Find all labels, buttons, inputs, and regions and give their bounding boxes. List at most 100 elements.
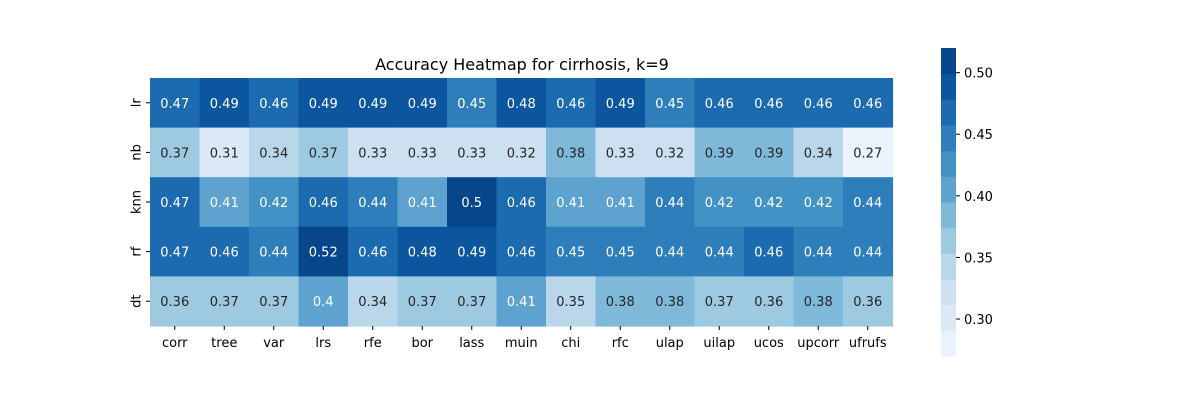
cell-value-label: 0.46 (358, 246, 387, 261)
heatmap-cell-nb-rfc (595, 127, 646, 178)
cell-value-label: 0.27 (853, 146, 882, 161)
colorbar-segment (941, 125, 956, 152)
colorbar-segment (941, 330, 956, 357)
cell-value-label: 0.49 (210, 97, 239, 112)
cell-value-label: 0.32 (655, 146, 684, 161)
x-tick-label: tree (211, 336, 237, 351)
cell-value-label: 0.49 (408, 97, 437, 112)
heatmap-cell-dt-corr (150, 276, 201, 327)
x-tick-label: ucos (754, 336, 784, 351)
cell-value-label: 0.46 (259, 97, 288, 112)
cell-value-label: 0.38 (606, 295, 635, 310)
cell-value-label: 0.32 (507, 146, 536, 161)
heatmap-cell-nb-muin (496, 127, 547, 178)
heatmap-cell-lr-ucos (744, 78, 795, 129)
cell-value-label: 0.42 (754, 196, 783, 211)
heatmap-cell-lr-ufrufs (843, 78, 894, 129)
heatmap-cell-nb-lass (447, 127, 498, 178)
colorbar-segment (941, 176, 956, 203)
cell-value-label: 0.44 (853, 246, 882, 261)
colorbar: 0.30 0.35 0.40 0.45 0.50 (941, 48, 993, 357)
heatmap-cell-knn-ulap (645, 177, 696, 228)
cell-value-label: 0.37 (457, 295, 486, 310)
cell-value-label: 0.45 (556, 246, 585, 261)
cell-value-label: 0.44 (804, 246, 833, 261)
cell-value-label: 0.41 (556, 196, 585, 211)
heatmap-cell-lr-bor (397, 78, 448, 129)
x-tick-label: lrs (315, 336, 331, 351)
x-tick-label: muin (505, 336, 538, 351)
heatmap-cell-rf-ufrufs (843, 226, 894, 277)
heatmap-cell-lr-rfc (595, 78, 646, 129)
cell-value-label: 0.38 (556, 146, 585, 161)
heatmap-cell-nb-ucos (744, 127, 795, 178)
heatmap-cell-knn-tree (199, 177, 250, 228)
x-tick-label: rfe (364, 336, 382, 351)
cell-value-label: 0.46 (556, 97, 585, 112)
y-tick-label: dt (130, 295, 145, 308)
heatmap-cell-knn-upcorr (793, 177, 844, 228)
heatmap-cell-lr-corr (150, 78, 201, 129)
heatmap-cell-nb-corr (150, 127, 201, 178)
x-tick-label: chi (561, 336, 580, 351)
cell-value-label: 0.44 (259, 246, 288, 261)
heatmap-cell-dt-rfc (595, 276, 646, 327)
heatmap-cell-rf-uilap (694, 226, 745, 277)
heatmap-cell-knn-rfc (595, 177, 646, 228)
cell-value-label: 0.44 (358, 196, 387, 211)
colorbar-segment (941, 48, 956, 75)
colorbar-tick-label: 0.50 (964, 67, 993, 82)
cell-value-label: 0.46 (804, 97, 833, 112)
cell-value-label: 0.46 (507, 246, 536, 261)
colorbar-tick-label: 0.30 (964, 313, 993, 328)
heatmap-cell-knn-ufrufs (843, 177, 894, 228)
heatmap-cell-knn-rfe (348, 177, 399, 228)
cell-value-label: 0.46 (853, 97, 882, 112)
heatmap-cell-knn-uilap (694, 177, 745, 228)
cell-value-label: 0.41 (210, 196, 239, 211)
colorbar-tick-label: 0.35 (964, 251, 993, 266)
colorbar-segment (941, 227, 956, 254)
heatmap-cell-knn-bor (397, 177, 448, 228)
cell-value-label: 0.46 (210, 246, 239, 261)
cell-value-label: 0.37 (160, 146, 189, 161)
y-tick-label: knn (130, 190, 145, 214)
heatmap-cell-knn-var (249, 177, 300, 228)
cell-value-label: 0.38 (655, 295, 684, 310)
x-axis: corr tree var lrs rfe bor lass muin chi rfc ulap ui… (162, 326, 887, 351)
colorbar-segment (941, 279, 956, 306)
heatmap-cell-knn-ucos (744, 177, 795, 228)
heatmap-cell-lr-lass (447, 78, 498, 129)
cell-value-label: 0.33 (408, 146, 437, 161)
cell-value-label: 0.47 (160, 97, 189, 112)
heatmap-cell-dt-ulap (645, 276, 696, 327)
colorbar-segment (941, 304, 956, 331)
heatmap-cell-nb-tree (199, 127, 250, 178)
cells-layer: 0.47 0.49 0.46 0.49 0.49 0.49 0.45 0.48 0.46 0.49… (150, 78, 894, 327)
cell-value-label: 0.33 (606, 146, 635, 161)
cell-value-label: 0.49 (457, 246, 486, 261)
cell-value-label: 0.38 (804, 295, 833, 310)
heatmap-cell-nb-lrs (298, 127, 349, 178)
cell-value-label: 0.46 (754, 246, 783, 261)
x-tick-label: var (263, 336, 285, 351)
y-tick-label: nb (130, 144, 145, 161)
heatmap-cell-nb-bor (397, 127, 448, 178)
cell-value-label: 0.37 (259, 295, 288, 310)
cell-value-label: 0.39 (705, 146, 734, 161)
heatmap-cell-dt-tree (199, 276, 250, 327)
cell-value-label: 0.39 (754, 146, 783, 161)
heatmap-cell-lr-chi (546, 78, 597, 129)
heatmap-cell-rf-rfe (348, 226, 399, 277)
cell-value-label: 0.37 (210, 295, 239, 310)
heatmap-cell-dt-rfe (348, 276, 399, 327)
cell-value-label: 0.33 (457, 146, 486, 161)
heatmap-cell-knn-lrs (298, 177, 349, 228)
cell-value-label: 0.46 (754, 97, 783, 112)
heatmap-cell-nb-ufrufs (843, 127, 894, 178)
cell-value-label: 0.47 (160, 196, 189, 211)
heatmap-cell-dt-ucos (744, 276, 795, 327)
y-tick-label: lr (130, 98, 145, 108)
